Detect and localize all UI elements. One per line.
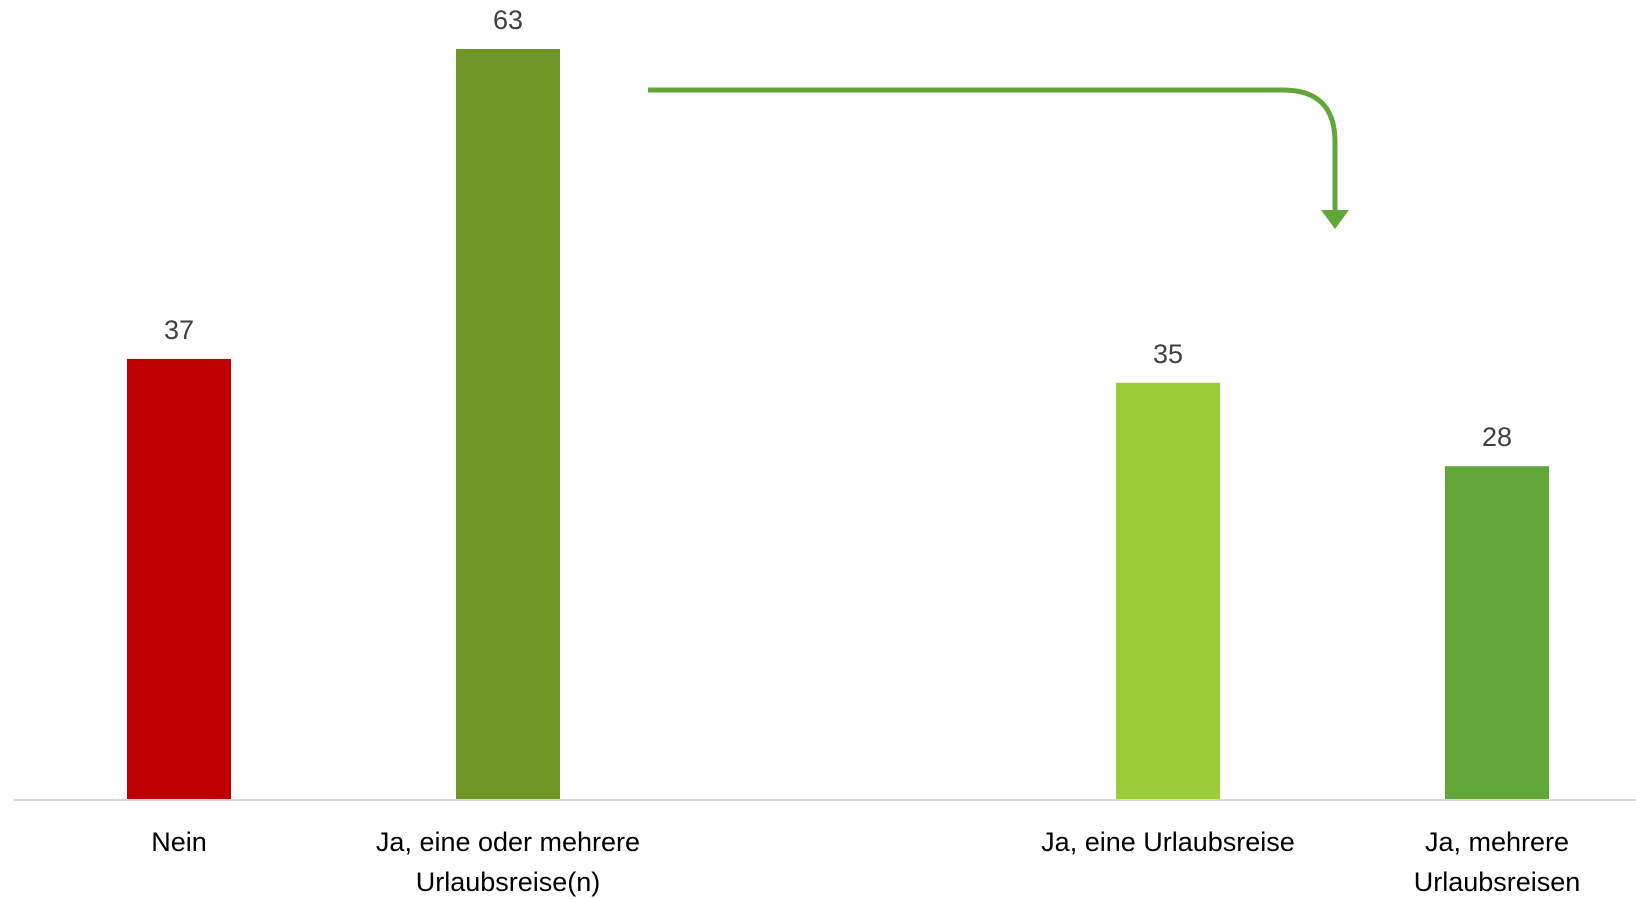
value-label-4: 28 (1482, 422, 1512, 452)
bar-1 (127, 358, 231, 800)
category-label-2-line-2: Urlaubsreise(n) (416, 867, 601, 897)
category-label-2-line-1: Ja, eine oder mehrere (376, 827, 640, 857)
category-label-3-line-1: Ja, eine Urlaubsreise (1041, 827, 1295, 857)
category-label-4-line-2: Urlaubsreisen (1414, 867, 1581, 897)
value-label-2: 63 (493, 5, 523, 35)
annotation-arrow (648, 87, 1349, 229)
bar-2 (456, 49, 560, 800)
category-label-1-line-1: Nein (151, 827, 207, 857)
bar-4 (1445, 466, 1549, 800)
annotation-arrow-head (1321, 210, 1349, 229)
category-labels-group: Nein Ja, eine oder mehrere Urlaubsreise(n)… (151, 827, 1580, 897)
value-label-1: 37 (164, 315, 194, 345)
bars-group (127, 49, 1549, 800)
value-labels-group: 37 63 35 28 (164, 5, 1512, 452)
value-label-3: 35 (1153, 339, 1183, 369)
category-label-4-line-1: Ja, mehrere (1425, 827, 1569, 857)
annotation-arrow-line (648, 87, 1338, 212)
bar-3 (1116, 382, 1220, 800)
